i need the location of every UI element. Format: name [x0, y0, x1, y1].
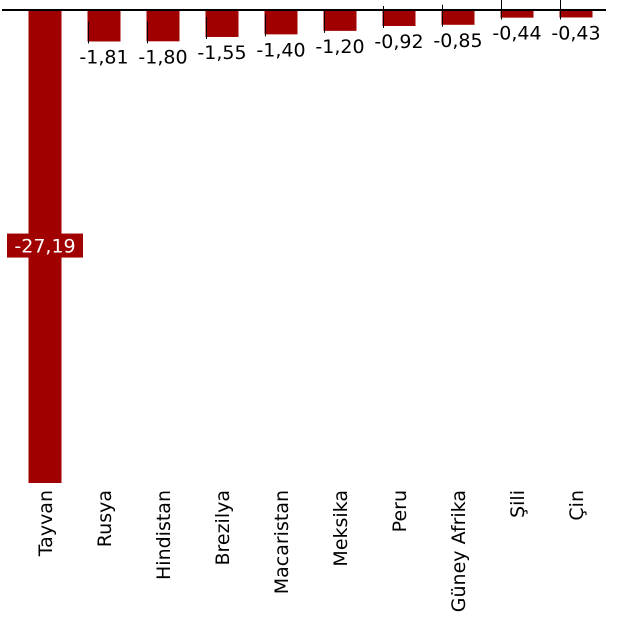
bar-peru	[382, 10, 416, 27]
data-label-bg-macaristan	[253, 38, 309, 61]
data-label-bg-guney-afrika	[430, 28, 486, 51]
data-label-hindistan: -1,80	[138, 46, 187, 68]
category-label-guney-afrika: Güney Afrika	[448, 490, 470, 612]
bar-brezilya	[205, 10, 239, 37]
data-label-bg-brezilya	[194, 40, 250, 63]
data-label-cin: -0,43	[551, 22, 600, 44]
data-label-brezilya: -1,55	[197, 42, 246, 64]
data-label-peru: -0,92	[374, 31, 423, 53]
data-label-tayvan: -27,19	[14, 236, 75, 258]
bar-rusya	[87, 10, 121, 42]
bar-guney-afrika	[441, 10, 475, 25]
bars-layer	[28, 10, 593, 483]
bar-cin	[559, 10, 593, 18]
bar-meksika	[323, 10, 357, 31]
category-label-rusya: Rusya	[94, 490, 116, 547]
data-label-bg-sili	[489, 21, 545, 44]
bar-sili	[500, 10, 534, 18]
data-label-guney-afrika: -0,85	[433, 30, 482, 52]
data-label-box-tayvan	[7, 233, 83, 258]
data-label-bg-peru	[371, 30, 427, 53]
data-label-bg-rusya	[76, 45, 132, 68]
data-label-bg-hindistan	[135, 45, 191, 68]
bar-hindistan	[146, 10, 180, 42]
data-label-bg-meksika	[312, 34, 368, 57]
category-label-tayvan: Tayvan	[35, 490, 57, 557]
data-label-bg-cin	[548, 21, 604, 44]
category-label-peru: Peru	[389, 490, 411, 532]
category-labels-layer: Tayvan Rusya Hindistan Brezilya Macaristan Me…	[35, 490, 588, 612]
category-label-cin: Çin	[566, 490, 588, 521]
data-label-sili: -0,44	[492, 23, 541, 45]
category-label-meksika: Meksika	[330, 490, 352, 567]
category-label-sili: Şili	[507, 490, 529, 518]
category-label-brezilya: Brezilya	[212, 490, 234, 566]
data-label-rusya: -1,81	[79, 46, 128, 68]
data-labels-layer: -27,19 -1,81 -1,80 -1,55 -1,40 -1,20 -0,92 -0,8…	[7, 0, 604, 258]
bar-macaristan	[264, 10, 298, 35]
data-label-meksika: -1,20	[315, 36, 364, 58]
category-label-macaristan: Macaristan	[271, 490, 293, 594]
data-label-macaristan: -1,40	[256, 39, 305, 61]
category-label-hindistan: Hindistan	[153, 490, 175, 580]
